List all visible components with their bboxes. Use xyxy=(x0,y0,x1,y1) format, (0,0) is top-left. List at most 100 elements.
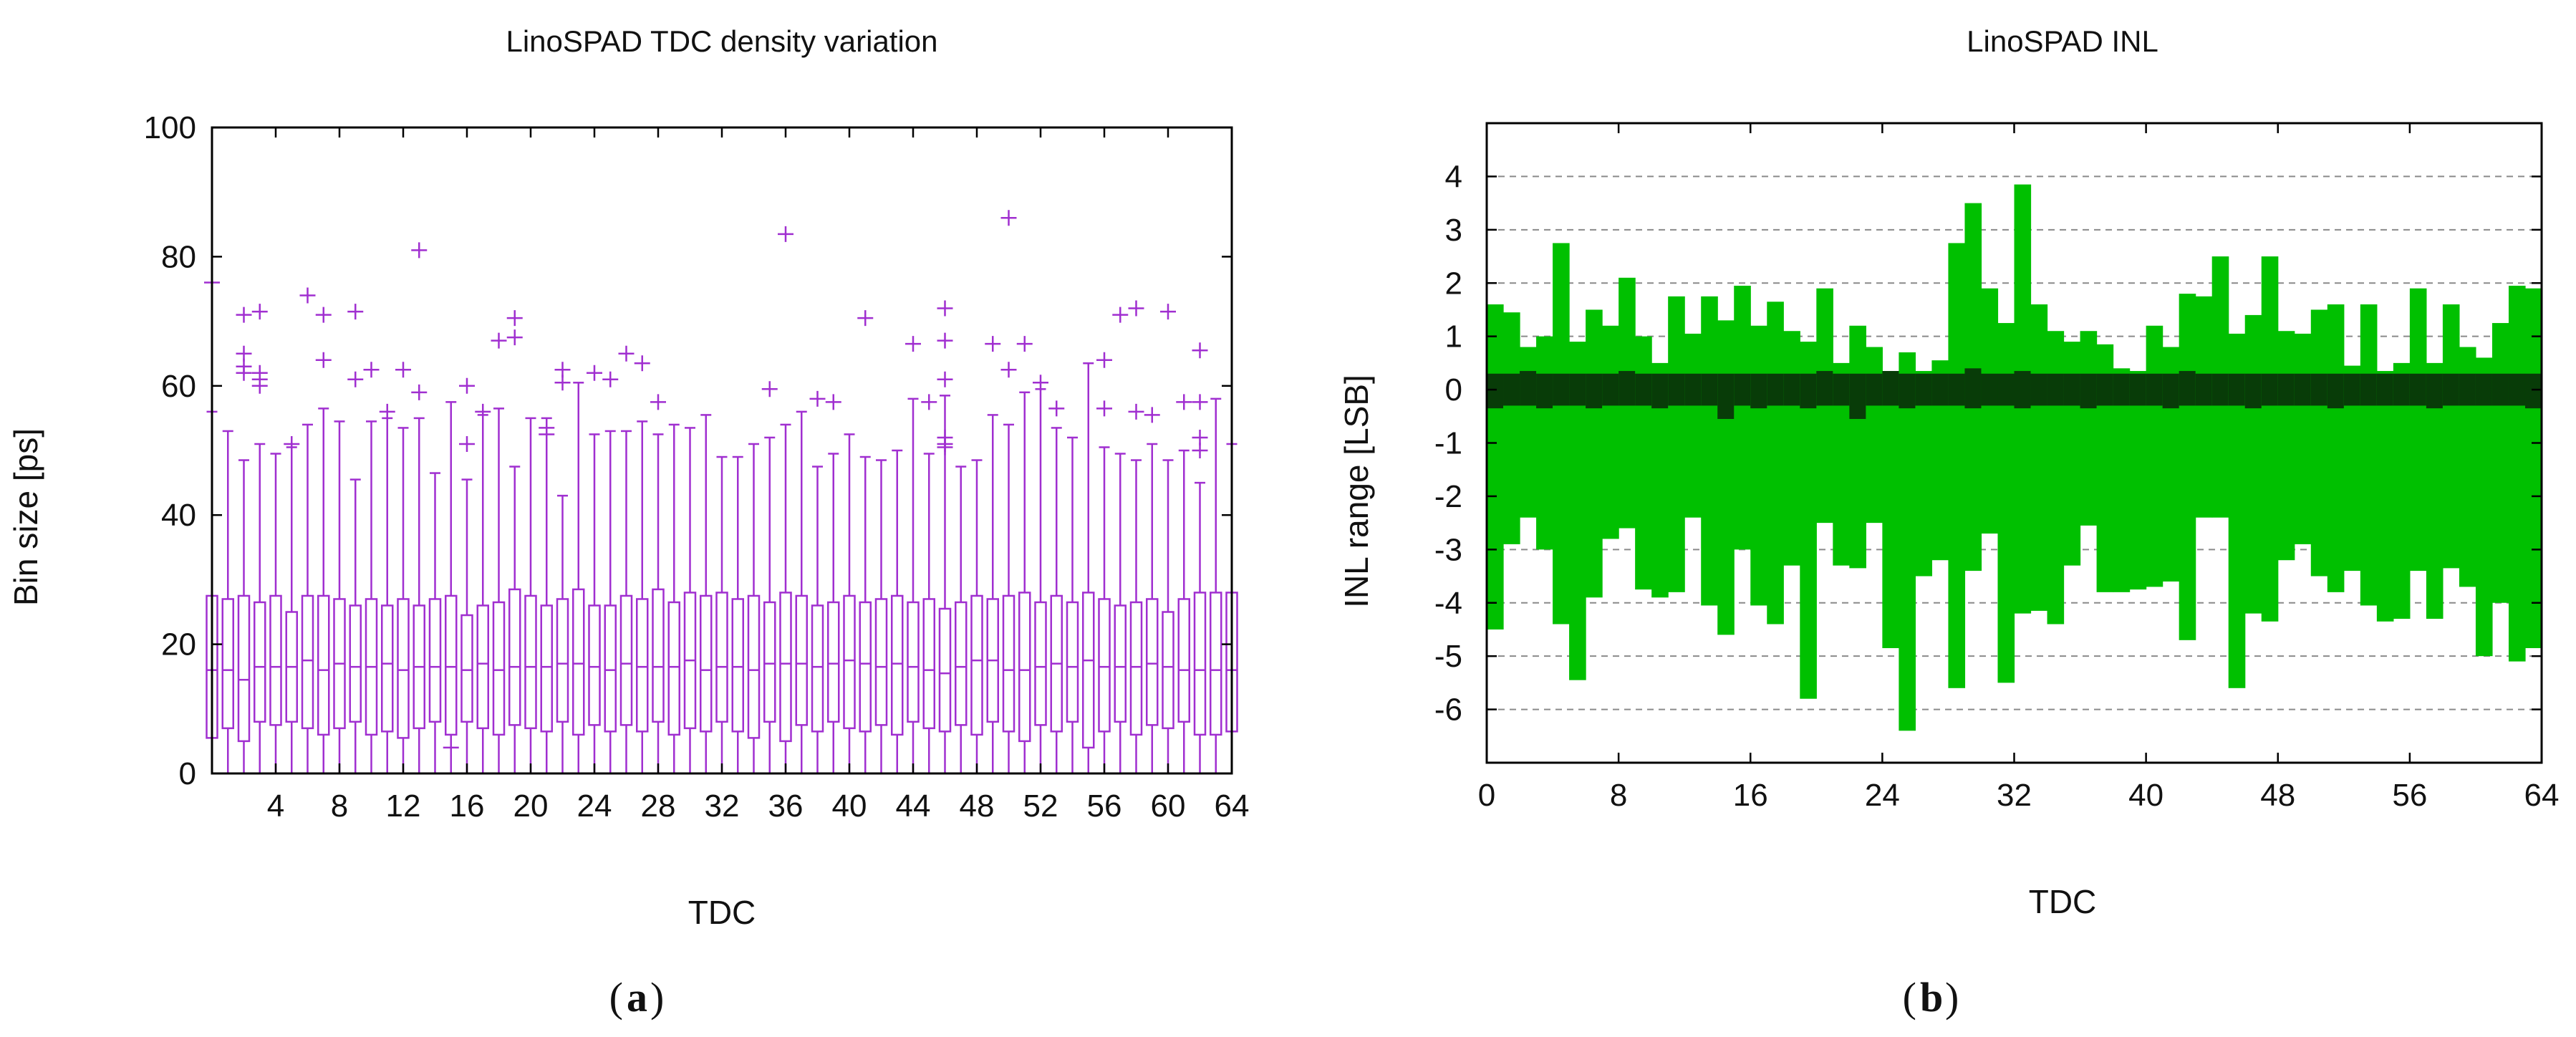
box-tdc-34 xyxy=(747,443,761,773)
outlier-marker xyxy=(921,394,937,410)
box-iqr xyxy=(715,592,728,723)
bar-tdc-42 xyxy=(2179,294,2196,640)
outlier-marker xyxy=(761,381,778,397)
bar-tdc-41 xyxy=(2162,347,2180,582)
inl-range-bar xyxy=(2393,362,2411,619)
chart-a-box-plot: LinoSPAD TDC density variation TDC Bin s… xyxy=(7,24,1249,931)
inl-range-bar xyxy=(1948,243,1966,688)
inl-range-bar xyxy=(1783,331,1800,566)
inl-range-bar xyxy=(1602,325,1619,539)
outlier-marker xyxy=(634,355,650,372)
inl-range-bar xyxy=(1487,304,1504,630)
inl-core-bar xyxy=(2442,373,2460,406)
outlier-marker xyxy=(1128,403,1144,420)
bar-tdc-9 xyxy=(1635,336,1652,590)
outlier-marker xyxy=(985,336,1001,352)
bar-tdc-19 xyxy=(1800,342,1817,699)
box-iqr xyxy=(381,604,394,733)
inl-core-bar xyxy=(1899,373,1916,409)
box-iqr xyxy=(397,598,410,739)
box-tdc-6 xyxy=(299,287,316,773)
box-iqr xyxy=(1034,601,1047,726)
box-tdc-38 xyxy=(809,390,826,773)
inl-core-bar xyxy=(2063,373,2081,406)
bar-tdc-51 xyxy=(2327,304,2345,592)
inl-range-bar xyxy=(2294,333,2312,544)
box-tdc-8 xyxy=(333,420,346,773)
inl-core-bar xyxy=(1734,373,1751,406)
inl-core-bar xyxy=(2277,373,2295,406)
box-tdc-48 xyxy=(970,459,983,773)
inl-core-bar xyxy=(1635,373,1652,406)
box-tdc-17 xyxy=(475,403,491,773)
box-iqr xyxy=(1114,604,1127,723)
box-tdc-25 xyxy=(602,371,619,773)
caption-b: ( b ) xyxy=(1903,974,1959,1021)
box-iqr xyxy=(588,604,601,726)
box-tdc-40 xyxy=(843,433,856,773)
inl-range-bar xyxy=(1981,288,1999,534)
x-tick-label: 32 xyxy=(705,788,740,824)
box-iqr xyxy=(604,604,617,733)
box-iqr xyxy=(1018,592,1031,743)
inl-core-bar xyxy=(1619,371,1636,406)
box-iqr xyxy=(1082,592,1095,749)
inl-core-bar xyxy=(1915,373,1933,406)
bar-tdc-14 xyxy=(1717,320,1735,635)
outlier-marker xyxy=(475,403,491,420)
box-iqr xyxy=(747,594,761,739)
box-iqr xyxy=(445,594,458,736)
box-tdc-42 xyxy=(874,459,888,773)
inl-core-bar xyxy=(2491,373,2509,406)
bar-tdc-39 xyxy=(2129,371,2147,590)
inl-range-bar xyxy=(1586,309,1603,598)
bar-tdc-3 xyxy=(1536,336,1553,550)
bar-tdc-49 xyxy=(2294,333,2312,544)
inl-range-bar xyxy=(1569,342,1586,680)
bar-tdc-15 xyxy=(1734,285,1751,550)
box-iqr xyxy=(428,598,442,723)
box-iqr xyxy=(540,604,553,733)
inl-core-bar xyxy=(2162,373,2180,409)
outlier-marker xyxy=(937,332,953,349)
box-iqr xyxy=(874,598,888,726)
box-tdc-60 xyxy=(1160,304,1176,773)
inl-range-bar xyxy=(1684,333,1702,518)
box-iqr xyxy=(460,614,473,723)
box-tdc-57 xyxy=(1112,307,1129,773)
bar-tdc-25 xyxy=(1899,352,1916,731)
box-tdc-53 xyxy=(1048,400,1065,773)
inl-range-bar xyxy=(1800,342,1817,699)
box-iqr xyxy=(301,594,314,730)
inl-range-bar xyxy=(2360,304,2378,606)
caption-a: ( a ) xyxy=(609,974,665,1021)
outlier-marker xyxy=(1048,400,1065,417)
x-tick-label: 60 xyxy=(1151,788,1186,824)
outlier-marker xyxy=(1192,394,1208,410)
outlier-marker xyxy=(459,377,475,394)
x-tick-label: 0 xyxy=(1478,778,1495,813)
box-tdc-3 xyxy=(251,304,268,773)
inl-range-bar xyxy=(2327,304,2345,592)
outlier-marker xyxy=(778,226,793,242)
box-iqr xyxy=(891,594,904,736)
inl-core-bar xyxy=(2376,373,2394,406)
box-iqr xyxy=(349,604,362,723)
inl-range-bar xyxy=(2261,256,2279,622)
inl-range-bar xyxy=(2426,362,2444,619)
box-tdc-7 xyxy=(315,307,332,773)
box-tdc-37 xyxy=(795,410,808,773)
inl-core-bar xyxy=(1503,373,1520,406)
bar-tdc-46 xyxy=(2244,314,2262,614)
inl-core-bar xyxy=(1866,373,1883,406)
x-tick-label: 16 xyxy=(1733,778,1768,813)
box-tdc-23 xyxy=(572,382,585,773)
x-tick-label: 44 xyxy=(896,788,931,824)
inl-range-bar xyxy=(1882,371,1899,649)
y-tick-label: 3 xyxy=(1445,213,1462,248)
inl-core-bar xyxy=(2096,373,2114,406)
outlier-marker xyxy=(587,365,602,381)
outlier-marker xyxy=(347,371,364,387)
box-iqr xyxy=(922,598,935,730)
inl-core-bar xyxy=(1948,373,1966,406)
